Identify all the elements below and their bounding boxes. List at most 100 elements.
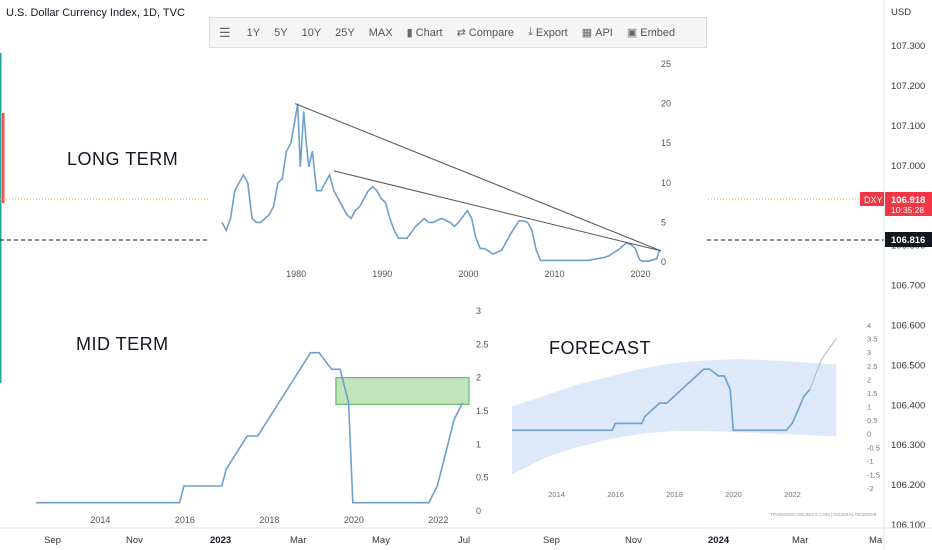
- long-y-tick-4: 20: [661, 99, 671, 109]
- mid-x-tick-0: 2014: [90, 515, 110, 525]
- embed-label: Embed: [640, 26, 676, 39]
- forecast-projection-line: [809, 338, 837, 390]
- api-button[interactable]: ▦ API: [575, 26, 620, 40]
- long-x-tick-2: 2000: [458, 269, 478, 279]
- last-price-value: 106.918: [891, 195, 925, 206]
- range-max-button[interactable]: MAX: [362, 27, 400, 39]
- range-1y-button[interactable]: 1Y: [240, 27, 267, 39]
- fc-y-tick-9: 2.5: [867, 362, 877, 371]
- time-tick-4: May: [372, 535, 390, 546]
- fc-y-tick-7: 1.5: [867, 389, 877, 398]
- long-trendline-1[interactable]: [333, 170, 662, 252]
- long-x-tick-4: 2020: [631, 269, 651, 279]
- time-tick-9: Mar: [792, 535, 808, 546]
- mid-y-tick-0: 0: [476, 506, 481, 516]
- long-trendline-0[interactable]: [294, 103, 662, 252]
- price-tick-0: 107.300: [891, 41, 925, 52]
- price-tick-10: 106.300: [891, 440, 925, 451]
- bar-chart-icon: ▮: [406, 27, 413, 39]
- time-axis[interactable]: Sep Nov 2023 Mar May Jul Sep Nov 2024 Mar Ma: [44, 535, 883, 546]
- range-5y-label: 5Y: [274, 26, 288, 39]
- long-term-label: LONG TERM: [67, 149, 179, 169]
- long-x-tick-0: 1980: [286, 269, 306, 279]
- mid-y-tick-1: 0.5: [476, 473, 489, 483]
- mid-term-series-line: [36, 351, 464, 504]
- mid-y-tick-4: 2: [476, 373, 481, 383]
- price-tick-2: 107.100: [891, 121, 925, 132]
- range-25y-button[interactable]: 25Y: [328, 27, 362, 39]
- price-tick-9: 106.400: [891, 400, 925, 411]
- mid-term-chart: 0 0.5 1 1.5 2 2.5 3 2014 2016 2018 2020 2022: [36, 306, 489, 525]
- mid-y-tick-5: 2.5: [476, 339, 489, 349]
- price-tick-11: 106.200: [891, 480, 925, 491]
- range-10y-button[interactable]: 10Y: [295, 27, 329, 39]
- long-term-series-line: [221, 103, 661, 263]
- forecast-label: FORECAST: [549, 338, 652, 358]
- api-label: API: [595, 26, 613, 39]
- export-label: Export: [535, 26, 568, 39]
- left-volume-bar-red: [2, 113, 5, 203]
- image-icon: ▣: [626, 27, 638, 39]
- long-y-tick-0: 0: [661, 257, 666, 267]
- fc-x-tick-3: 2020: [725, 490, 742, 499]
- time-tick-10: Ma: [869, 535, 883, 546]
- embed-button[interactable]: ▣ Embed: [620, 26, 682, 40]
- shuffle-icon: ⇄: [456, 27, 466, 39]
- compare-button[interactable]: ⇄ Compare: [450, 26, 521, 40]
- crosshair-price-value: 106.816: [891, 235, 925, 246]
- time-tick-7: Nov: [625, 535, 642, 546]
- range-10y-label: 10Y: [301, 26, 322, 39]
- left-volume-bar-green-2: [0, 203, 2, 258]
- fc-y-tick-2: -1: [867, 457, 874, 466]
- fc-y-tick-12: 4: [867, 321, 871, 330]
- range-5y-button[interactable]: 5Y: [267, 27, 294, 39]
- fc-y-tick-11: 3.5: [867, 335, 877, 344]
- long-term-chart: 0 5 10 15 20 25 1980 1990 2000 2010 2020: [209, 50, 707, 280]
- chart-button[interactable]: ▮ Chart: [400, 26, 450, 40]
- mid-x-tick-3: 2020: [344, 515, 364, 525]
- price-tick-7: 106.600: [891, 320, 925, 331]
- forecast-credit: TRADINGECONOMICS.COM | FEDERAL RESERVE: [770, 512, 877, 517]
- time-tick-1: Nov: [126, 535, 143, 546]
- menu-icon[interactable]: ☰: [219, 24, 231, 40]
- long-y-tick-3: 15: [661, 138, 671, 148]
- fc-x-tick-2: 2018: [666, 490, 683, 499]
- symbol-tag-label: DXY: [864, 195, 883, 205]
- price-tick-3: 107.000: [891, 161, 925, 172]
- mid-y-tick-6: 3: [476, 306, 481, 316]
- download-icon: ⤓: [528, 26, 533, 38]
- long-y-tick-5: 25: [661, 59, 671, 69]
- long-y-tick-2: 10: [661, 178, 671, 188]
- fc-x-tick-0: 2014: [548, 490, 565, 499]
- mid-x-tick-1: 2016: [175, 515, 195, 525]
- price-tick-8: 106.500: [891, 360, 925, 371]
- time-tick-8: 2024: [708, 535, 730, 546]
- chart-title: U.S. Dollar Currency Index, 1D, TVC: [6, 7, 185, 19]
- fc-y-tick-1: -1.5: [867, 470, 880, 479]
- fc-y-tick-0: -2: [867, 484, 874, 493]
- range-1y-label: 1Y: [246, 26, 261, 39]
- mid-x-tick-2: 2018: [259, 515, 279, 525]
- fc-y-tick-4: 0: [867, 430, 871, 439]
- price-tick-6: 106.700: [891, 281, 925, 292]
- chart-label: Chart: [415, 26, 443, 39]
- mid-term-label: MID TERM: [76, 334, 169, 354]
- forecast-history-line: [512, 368, 811, 432]
- compare-label: Compare: [468, 26, 515, 39]
- mid-y-tick-3: 1.5: [476, 406, 489, 416]
- time-tick-0: Sep: [44, 535, 61, 546]
- fc-y-tick-6: 1: [867, 403, 871, 412]
- mid-y-tick-2: 1: [476, 439, 481, 449]
- mid-target-zone[interactable]: [335, 377, 470, 405]
- range-25y-label: 25Y: [335, 26, 355, 39]
- long-y-tick-1: 5: [661, 217, 666, 227]
- chart-toolbar: ☰ 1Y 5Y 10Y 25Y MAX ▮ Chart ⇄ Compare ⤓ Exp…: [209, 17, 707, 48]
- price-axis[interactable]: 107.300107.200107.100107.000106.900106.8…: [891, 41, 925, 531]
- range-max-label: MAX: [368, 26, 393, 39]
- fc-y-tick-10: 3: [867, 348, 871, 357]
- export-button[interactable]: ⤓ Export: [521, 26, 575, 39]
- fc-x-tick-4: 2022: [784, 490, 801, 499]
- crosshair-price-tag: [885, 232, 932, 247]
- forecast-chart: -2 -1.5 -1 -0.5 0 0.5 1 1.5 2 2.5 3 3.5 4 2014 2016 201…: [512, 321, 880, 517]
